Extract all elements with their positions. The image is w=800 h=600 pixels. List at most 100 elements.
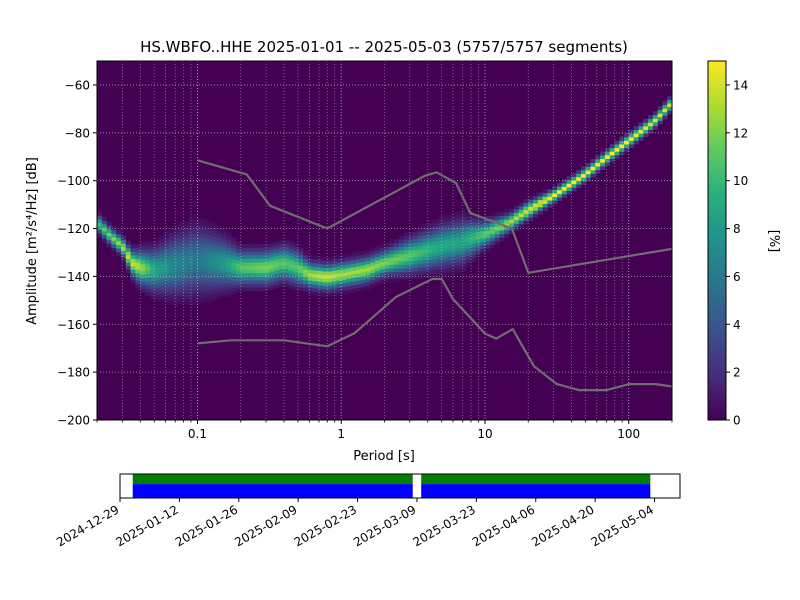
- heatmap-cell: [159, 253, 165, 258]
- heatmap-cell: [269, 278, 275, 283]
- heatmap-cell: [317, 277, 323, 282]
- heatmap-cell: [461, 238, 467, 243]
- heatmap-cell: [442, 229, 448, 234]
- heatmap-cell: [212, 239, 218, 244]
- heatmap-cell: [437, 269, 443, 274]
- heatmap-cell: [197, 235, 203, 240]
- heatmap-cell: [413, 238, 419, 243]
- heatmap-cell: [576, 184, 582, 189]
- heatmap-cell: [202, 280, 208, 285]
- heatmap-cell: [283, 261, 290, 266]
- heatmap-cell: [212, 261, 218, 266]
- heatmap-cell: [331, 291, 337, 296]
- heatmap-cell: [116, 230, 122, 235]
- heatmap-cell: [427, 230, 433, 235]
- heatmap-cell: [446, 267, 452, 272]
- heatmap-cell: [159, 264, 165, 269]
- heatmap-cell: [97, 222, 103, 227]
- heatmap-cell: [159, 282, 165, 287]
- heatmap-cell: [283, 254, 290, 259]
- heatmap-cell: [221, 285, 227, 290]
- heatmap-cell: [125, 258, 131, 263]
- heatmap-cell: [446, 271, 452, 276]
- heatmap-cell: [288, 248, 294, 253]
- heatmap-cell: [370, 283, 376, 288]
- heatmap-cell: [355, 255, 361, 260]
- heatmap-cell: [192, 265, 199, 270]
- heatmap-cell: [446, 231, 452, 236]
- heatmap-cell: [192, 233, 199, 238]
- heatmap-cell: [470, 239, 476, 244]
- heatmap-cell: [154, 236, 160, 241]
- heatmap-cell: [168, 268, 175, 273]
- heatmap-cell: [144, 252, 151, 257]
- heatmap-cell: [442, 232, 448, 237]
- heatmap-cell: [154, 297, 160, 302]
- plot-area: 0.1 1 10 100 −60 −80 −100 −120 −140 −160 −180 −200: [57, 60, 673, 441]
- heatmap-cell: [154, 290, 160, 295]
- heatmap-cell: [192, 297, 199, 302]
- heatmap-cell: [494, 219, 500, 224]
- heatmap-cell: [183, 300, 189, 305]
- heatmap-cell: [197, 239, 203, 244]
- heatmap-cell: [456, 243, 462, 248]
- heatmap-cell: [226, 279, 232, 284]
- heatmap-cell: [293, 282, 299, 287]
- heatmap-cell: [197, 271, 203, 276]
- heatmap-cell: [231, 273, 237, 278]
- heatmap-cell: [192, 301, 199, 306]
- heatmap-cell: [307, 272, 314, 277]
- heatmap-cell: [422, 234, 429, 239]
- heatmap-cell: [662, 104, 668, 109]
- heatmap-cell: [235, 252, 242, 257]
- heatmap-cell: [465, 219, 472, 224]
- heatmap-cell: [465, 237, 472, 242]
- heatmap-cell: [164, 252, 170, 257]
- heatmap-cell: [159, 239, 165, 244]
- heatmap-cell: [350, 256, 357, 261]
- heatmap-cell: [418, 245, 424, 250]
- heatmap-cell: [183, 271, 189, 276]
- heatmap-cell: [609, 144, 615, 149]
- heatmap-cell: [226, 257, 232, 262]
- heatmap-cell: [116, 248, 122, 253]
- heatmap-cell: [432, 251, 438, 256]
- heatmap-cell: [557, 197, 563, 202]
- heatmap-cell: [494, 226, 500, 231]
- heatmap-cell: [173, 270, 179, 275]
- heatmap-cell: [528, 210, 534, 215]
- heatmap-cell: [317, 270, 323, 275]
- heatmap-cell: [288, 277, 294, 282]
- heatmap-cell: [374, 274, 381, 279]
- heatmap-cell: [480, 237, 486, 242]
- heatmap-cell: [590, 166, 596, 171]
- heatmap-cell: [183, 224, 189, 229]
- heatmap-cell: [600, 158, 606, 163]
- heatmap-cell: [235, 248, 242, 253]
- heatmap-cell: [504, 208, 510, 213]
- heatmap-cell: [125, 244, 131, 249]
- heatmap-cell: [97, 219, 103, 224]
- heatmap-cell: [427, 237, 433, 242]
- heatmap-cell: [346, 275, 352, 279]
- heatmap-cell: [202, 287, 208, 292]
- heatmap-cell: [274, 269, 280, 274]
- heatmap-cell: [226, 286, 232, 291]
- heatmap-cell: [245, 262, 251, 267]
- heatmap-cell: [154, 265, 160, 270]
- heatmap-cell: [216, 273, 222, 278]
- heatmap-cell: [125, 247, 131, 252]
- heatmap-cell: [322, 289, 328, 294]
- heatmap-cell: [446, 235, 452, 240]
- heatmap-cell: [403, 264, 409, 269]
- heatmap-cell: [418, 242, 424, 247]
- heatmap-cell: [604, 162, 611, 167]
- heatmap-cell: [135, 272, 141, 277]
- heatmap-cell: [168, 293, 175, 298]
- heatmap-cell: [154, 258, 160, 263]
- heatmap-cell: [264, 276, 270, 281]
- heatmap-cell: [298, 265, 304, 270]
- heatmap-cell: [432, 241, 438, 246]
- heatmap-cell: [633, 126, 639, 131]
- heatmap-cell: [259, 262, 266, 267]
